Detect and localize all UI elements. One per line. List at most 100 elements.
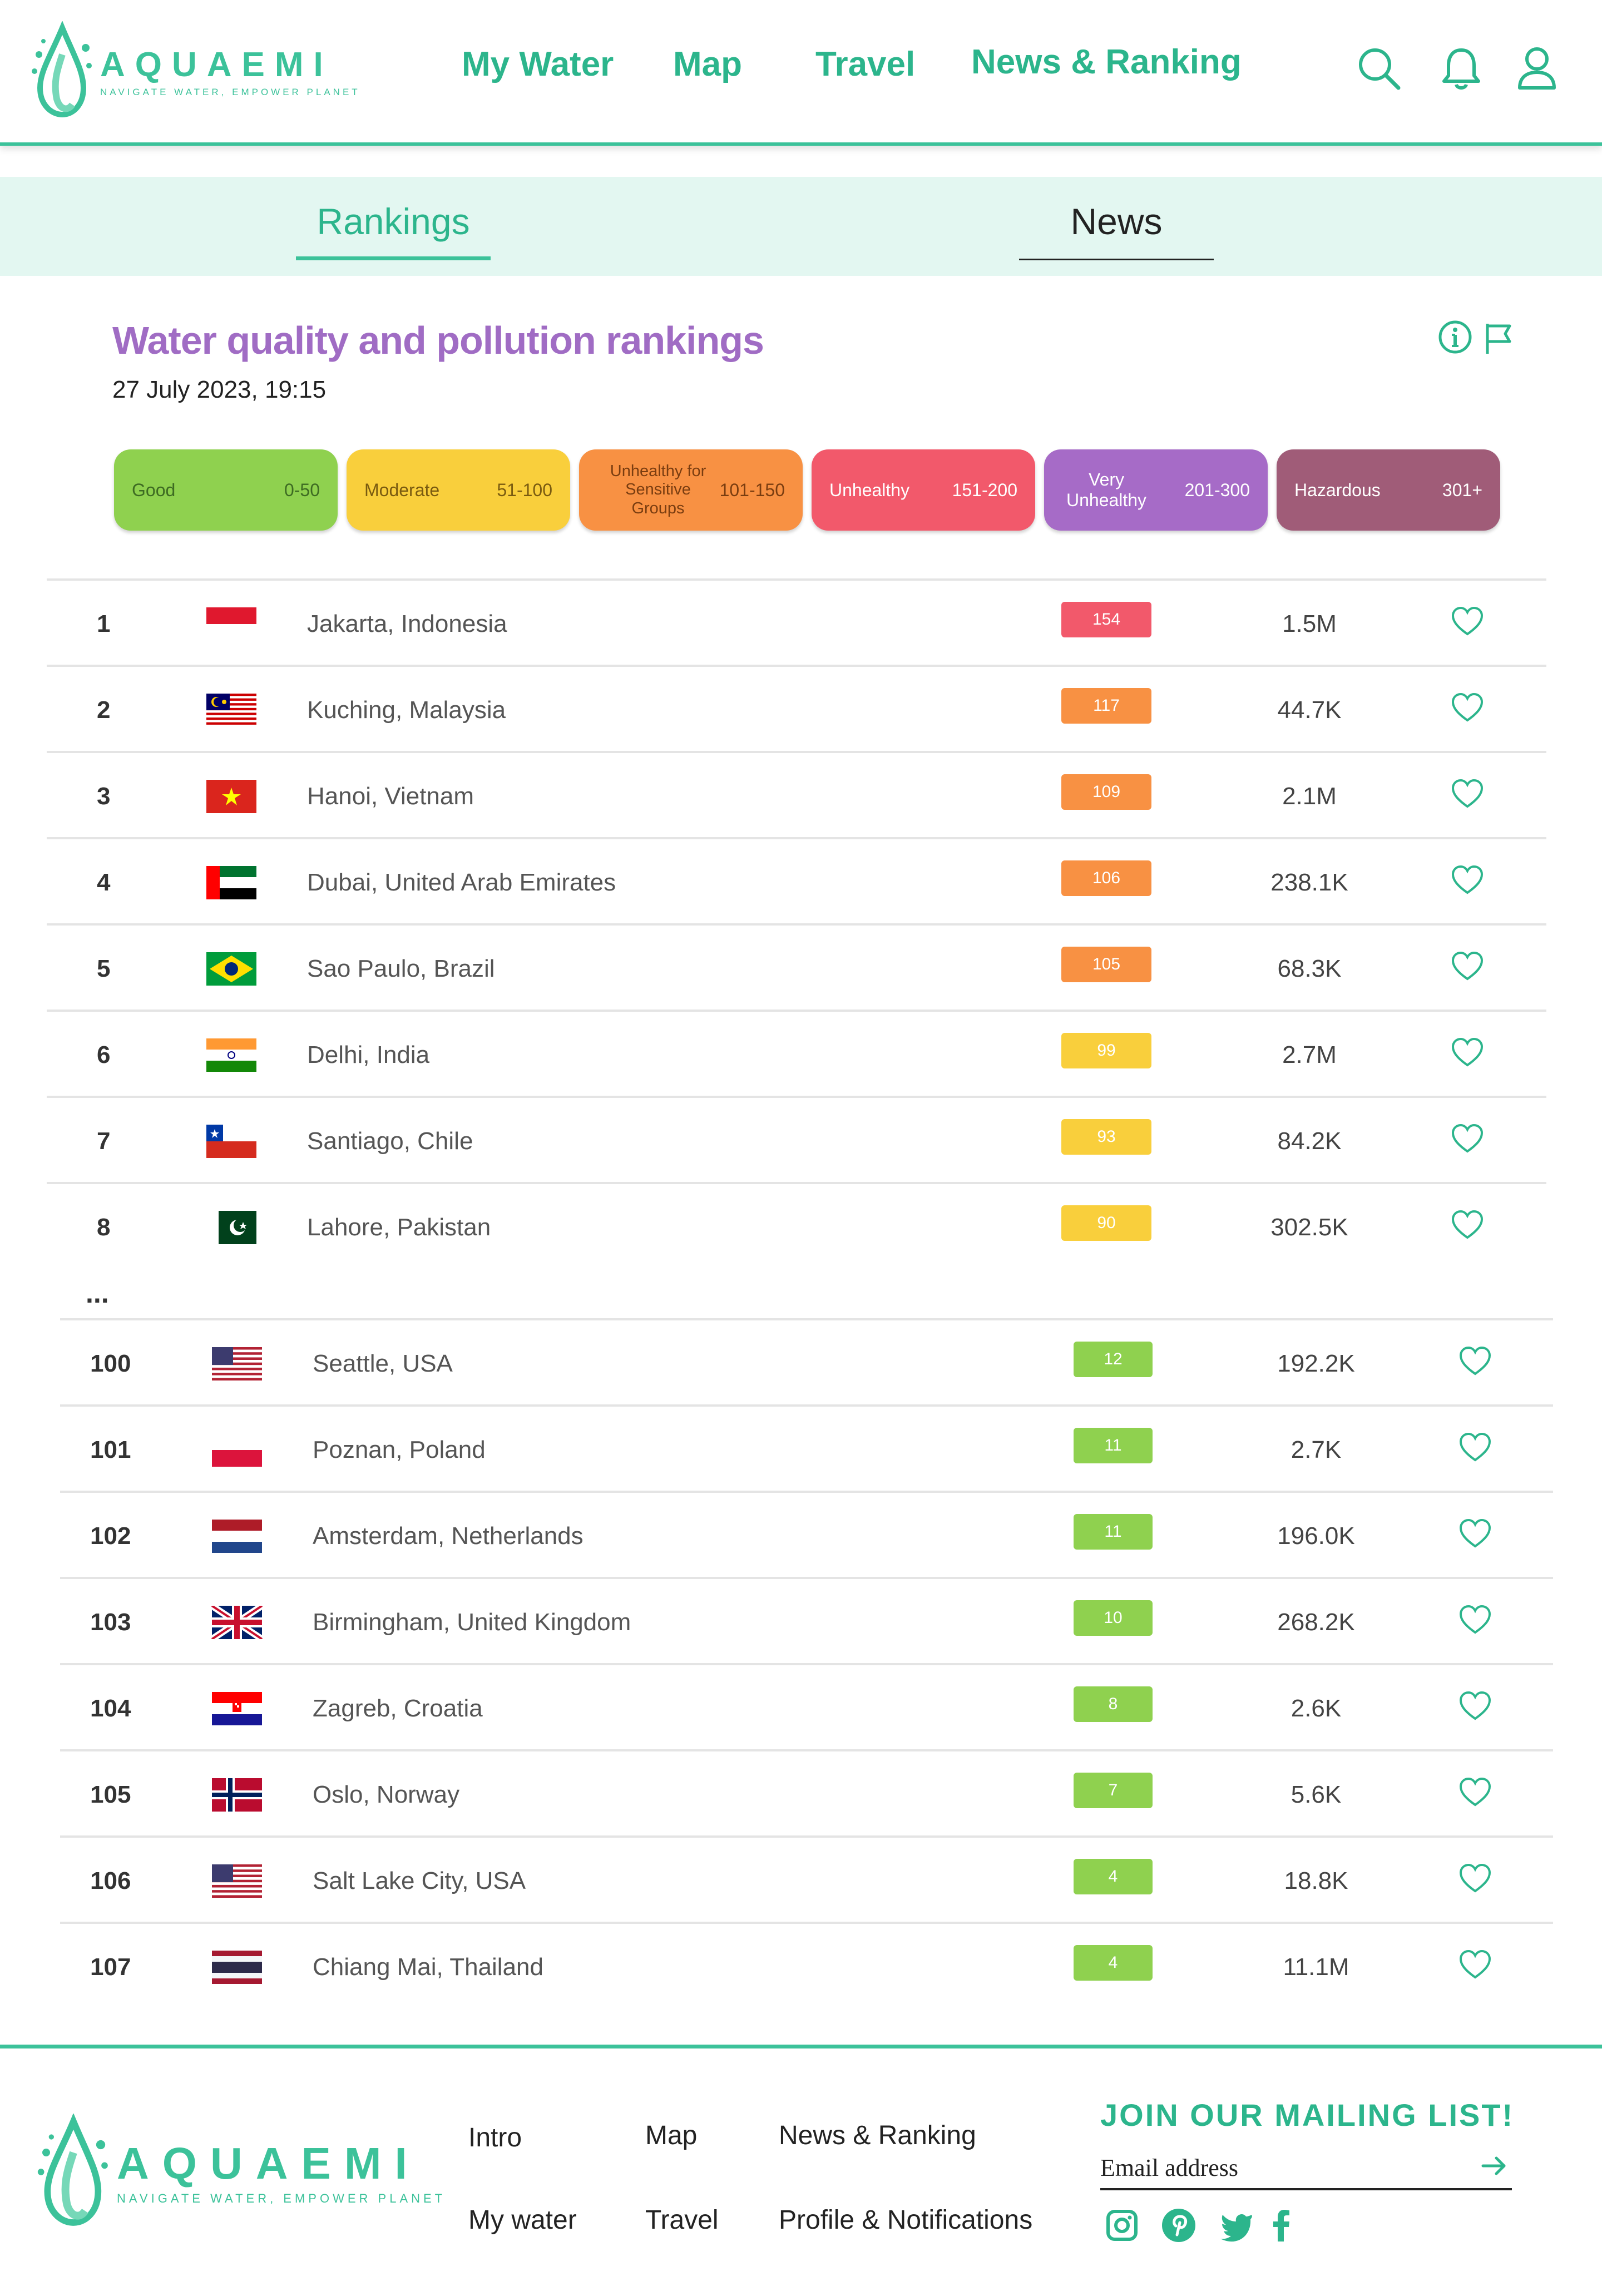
table-row[interactable]: 5 Sao Paulo, Brazil 105 68.3K — [47, 923, 1546, 1010]
city-name[interactable]: Hanoi, Vietnam — [307, 783, 474, 810]
favorite-heart-icon[interactable] — [1451, 1209, 1484, 1242]
tab-news[interactable]: News — [1019, 194, 1214, 260]
footer-link-profile-notifications[interactable]: Profile & Notifications — [779, 2205, 1033, 2235]
footer-link-map[interactable]: Map — [645, 2121, 698, 2150]
report-flag-icon[interactable] — [1483, 321, 1514, 355]
favorite-heart-icon[interactable] — [1451, 778, 1484, 811]
favorite-heart-icon[interactable] — [1451, 605, 1484, 639]
favorite-heart-icon[interactable] — [1451, 1036, 1484, 1070]
city-name[interactable]: Chiang Mai, Thailand — [313, 1953, 543, 1981]
country-flag — [206, 866, 257, 899]
nav-travel[interactable]: Travel — [815, 45, 916, 83]
twitter-icon[interactable] — [1218, 2207, 1255, 2244]
indonesia-flag-icon — [206, 607, 256, 641]
bell-icon[interactable] — [1437, 44, 1485, 92]
legend-range: 201-300 — [1184, 479, 1250, 500]
population: 196.0K — [1277, 1522, 1355, 1550]
table-row[interactable]: 101 Poznan, Poland 11 2.7K — [60, 1404, 1553, 1491]
user-icon[interactable] — [1513, 43, 1561, 91]
population: 2.7M — [1282, 1041, 1337, 1068]
favorite-heart-icon[interactable] — [1458, 1604, 1492, 1637]
table-row[interactable]: 3 Hanoi, Vietnam 109 2.1M — [47, 751, 1546, 837]
footer-link-intro[interactable]: Intro — [468, 2123, 522, 2152]
water-drop-logo-icon — [32, 21, 92, 118]
city-name[interactable]: Salt Lake City, USA — [313, 1867, 526, 1894]
population: 192.2K — [1277, 1350, 1355, 1377]
tab-rankings[interactable]: Rankings — [296, 194, 491, 260]
table-row[interactable]: 6 Delhi, India 99 2.7M — [47, 1010, 1546, 1096]
footer-link-travel[interactable]: Travel — [645, 2205, 719, 2235]
favorite-heart-icon[interactable] — [1458, 1776, 1492, 1809]
table-row[interactable]: 107 Chiang Mai, Thailand 4 11.1M — [60, 1922, 1553, 2008]
info-icon[interactable] — [1437, 319, 1473, 355]
country-flag — [211, 1692, 263, 1725]
rank-number: 4 — [97, 869, 111, 896]
favorite-heart-icon[interactable] — [1451, 1122, 1484, 1156]
city-name[interactable]: Poznan, Poland — [313, 1436, 486, 1463]
email-field[interactable] — [1100, 2147, 1512, 2190]
nav-my-water[interactable]: My Water — [462, 45, 614, 83]
water-drop-logo-icon — [37, 2114, 108, 2226]
city-name[interactable]: Santiago, Chile — [307, 1127, 473, 1155]
favorite-heart-icon[interactable] — [1458, 1948, 1492, 1982]
city-name[interactable]: Lahore, Pakistan — [307, 1214, 491, 1241]
footer-link-news-ranking[interactable]: News & Ranking — [779, 2121, 976, 2150]
table-row[interactable]: 105 Oslo, Norway 7 5.6K — [60, 1749, 1553, 1835]
rank-number: 101 — [90, 1436, 131, 1463]
nav-news-ranking[interactable]: News & Ranking — [971, 43, 1242, 81]
table-row[interactable]: 106 Salt Lake City, USA 4 18.8K — [60, 1835, 1553, 1922]
facebook-icon[interactable] — [1264, 2207, 1301, 2244]
city-name[interactable]: Delhi, India — [307, 1041, 430, 1068]
city-name[interactable]: Zagreb, Croatia — [313, 1695, 483, 1722]
table-row[interactable]: 1 Jakarta, Indonesia 154 1.5M — [47, 578, 1546, 665]
footer-brand-logo[interactable]: AQUAEMI NAVIGATE WATER, EMPOWER PLANET — [34, 2114, 446, 2230]
population: 5.6K — [1290, 1781, 1342, 1808]
rank-number: 2 — [97, 696, 111, 724]
city-name[interactable]: Oslo, Norway — [313, 1781, 460, 1808]
nav-map[interactable]: Map — [673, 45, 742, 83]
malaysia-flag-icon — [206, 694, 256, 727]
favorite-heart-icon[interactable] — [1458, 1517, 1492, 1551]
population: 2.1M — [1282, 783, 1337, 810]
aqi-score-badge: 11 — [1074, 1514, 1153, 1550]
country-flag — [210, 1603, 264, 1642]
favorite-heart-icon[interactable] — [1451, 950, 1484, 983]
favorite-heart-icon[interactable] — [1458, 1690, 1492, 1723]
city-name[interactable]: Dubai, United Arab Emirates — [307, 869, 616, 896]
table-row[interactable]: 102 Amsterdam, Netherlands 11 196.0K — [60, 1491, 1553, 1577]
table-row[interactable]: 7 Santiago, Chile 93 84.2K — [47, 1096, 1546, 1182]
table-row[interactable]: 103 Birmingham, United Kingdom 10 268.2K — [60, 1577, 1553, 1663]
favorite-heart-icon[interactable] — [1458, 1431, 1492, 1464]
city-name[interactable]: Amsterdam, Netherlands — [313, 1522, 584, 1550]
brand-logo[interactable]: AQUAEMI NAVIGATE WATER, EMPOWER PLANET — [29, 21, 360, 121]
city-name[interactable]: Birmingham, United Kingdom — [313, 1609, 631, 1636]
city-name[interactable]: Kuching, Malaysia — [307, 696, 506, 724]
city-name[interactable]: Jakarta, Indonesia — [307, 610, 507, 637]
footer-brand-name: AQUAEMI — [117, 2139, 421, 2188]
rankings-ellipsis: ... — [86, 1278, 109, 1309]
table-row[interactable]: 4 Dubai, United Arab Emirates 106 238.1K — [47, 837, 1546, 923]
rank-number: 104 — [90, 1695, 131, 1722]
search-icon[interactable] — [1355, 44, 1403, 92]
country-flag — [211, 1864, 263, 1898]
arrow-right-icon[interactable] — [1479, 2150, 1510, 2181]
legend-unhealthy: Unhealthy 151-200 — [812, 449, 1035, 531]
favorite-heart-icon[interactable] — [1451, 691, 1484, 725]
favorite-heart-icon[interactable] — [1458, 1862, 1492, 1896]
instagram-icon[interactable] — [1104, 2207, 1140, 2244]
favorite-heart-icon[interactable] — [1458, 1345, 1492, 1378]
table-row[interactable]: 100 Seattle, USA 12 192.2K — [60, 1318, 1553, 1404]
footer-link-my-water[interactable]: My water — [468, 2205, 577, 2235]
favorite-heart-icon[interactable] — [1451, 864, 1484, 897]
table-row[interactable]: 8 Lahore, Pakistan 90 302.5K — [47, 1182, 1546, 1268]
city-name[interactable]: Seattle, USA — [313, 1350, 453, 1377]
legend-moderate: Moderate 51-100 — [347, 449, 570, 531]
city-name[interactable]: Sao Paulo, Brazil — [307, 955, 495, 982]
chile-flag-icon — [206, 1125, 256, 1158]
table-row[interactable]: 104 Zagreb, Croatia 8 2.6K — [60, 1663, 1553, 1749]
table-row[interactable]: 2 Kuching, Malaysia 117 44.7K — [47, 665, 1546, 751]
rank-number: 102 — [90, 1522, 131, 1550]
country-flag — [211, 1951, 263, 1984]
pinterest-icon[interactable] — [1160, 2207, 1197, 2244]
legend-label: Unhealthy — [829, 479, 910, 500]
